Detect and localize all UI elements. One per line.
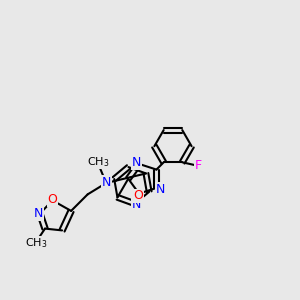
Text: N: N <box>132 156 141 169</box>
Text: N: N <box>101 176 111 189</box>
Text: CH$_3$: CH$_3$ <box>88 155 110 169</box>
Text: O: O <box>48 193 57 206</box>
Text: N: N <box>34 207 43 220</box>
Text: F: F <box>195 159 202 172</box>
Text: CH$_3$: CH$_3$ <box>25 237 47 250</box>
Text: O: O <box>134 190 143 202</box>
Text: N: N <box>155 183 165 196</box>
Text: N: N <box>132 198 141 212</box>
